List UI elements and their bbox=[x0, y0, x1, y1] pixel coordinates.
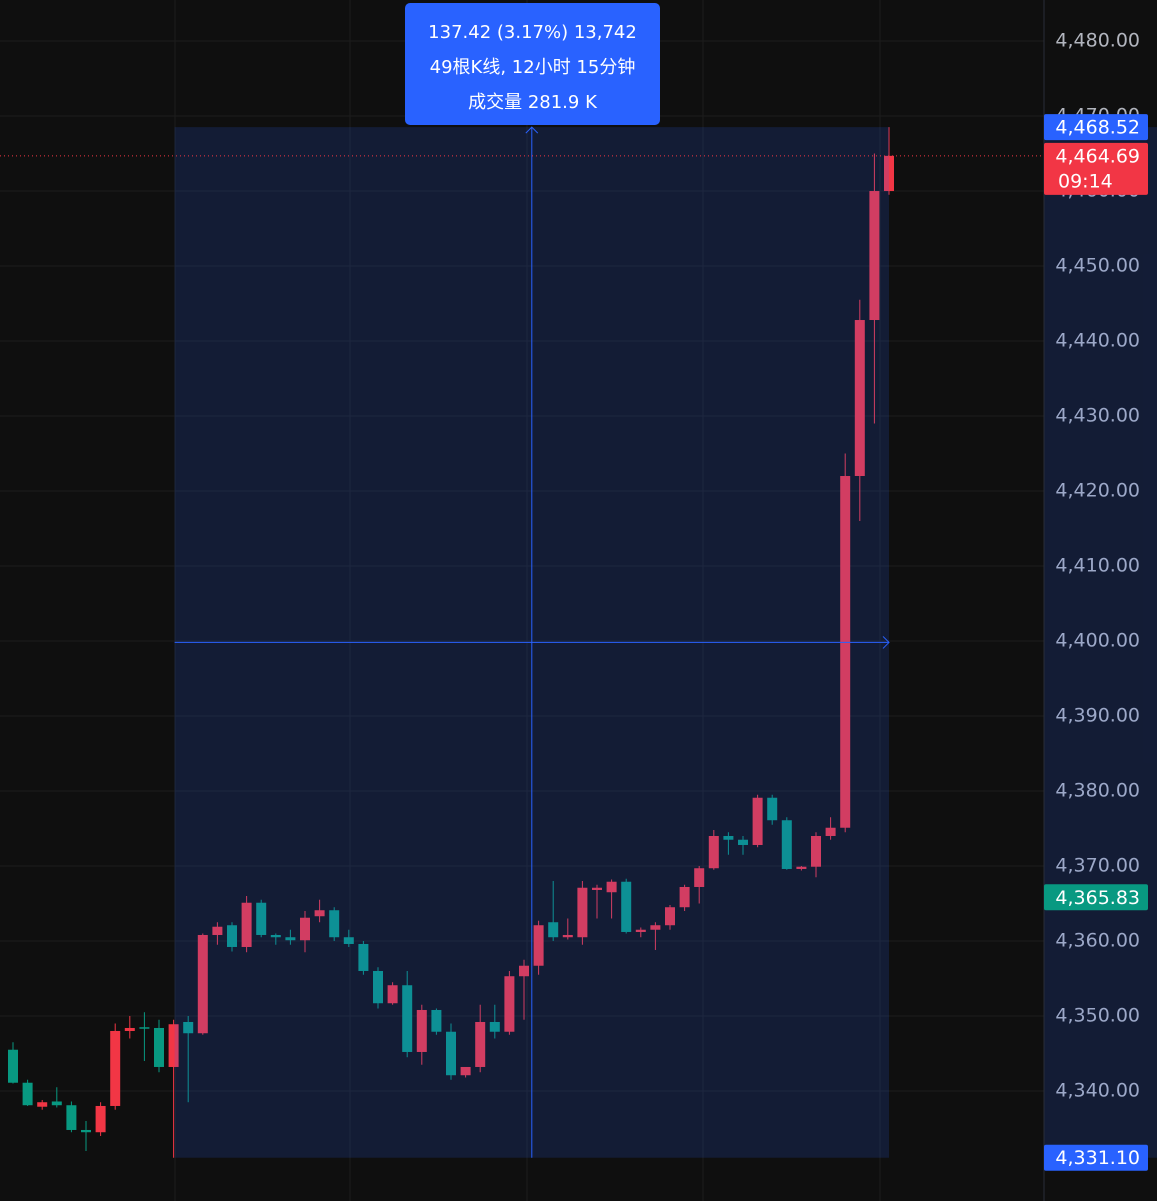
candle-body bbox=[650, 925, 661, 930]
candle-body bbox=[37, 1102, 48, 1107]
candle-body bbox=[373, 970, 383, 1004]
candle-body bbox=[431, 1009, 442, 1032]
y-tick-label: 4,340.00 bbox=[1055, 1079, 1140, 1101]
candle-body bbox=[665, 907, 675, 926]
candle-body bbox=[329, 910, 340, 938]
y-tick-label: 4,400.00 bbox=[1055, 629, 1140, 651]
candle-body bbox=[723, 835, 734, 840]
candle-body bbox=[489, 1021, 500, 1032]
candle-body bbox=[402, 985, 413, 1052]
price-badge-label: 4,468.52 bbox=[1055, 117, 1140, 139]
y-tick-label: 4,480.00 bbox=[1055, 30, 1140, 52]
y-tick-label: 4,390.00 bbox=[1055, 704, 1140, 726]
measure-tooltip: 137.42 (3.17%) 13,742 49根K线, 12小时 15分钟 成… bbox=[405, 3, 660, 125]
y-tick-label: 4,440.00 bbox=[1055, 330, 1140, 352]
candle-body bbox=[227, 925, 237, 947]
candle-body bbox=[197, 934, 208, 1034]
candle-body bbox=[124, 1027, 135, 1031]
price-badge-label: 4,331.10 bbox=[1055, 1147, 1140, 1169]
axis-range bbox=[1044, 127, 1157, 1158]
measure-line: 49根K线, 12小时 15分钟 bbox=[429, 57, 636, 78]
y-tick-label: 4,450.00 bbox=[1055, 255, 1140, 277]
candle-body bbox=[81, 1129, 91, 1133]
candle-body bbox=[139, 1027, 150, 1029]
arrow bbox=[525, 126, 539, 134]
candle-body bbox=[679, 886, 690, 908]
candle-body bbox=[300, 917, 310, 941]
candle-body bbox=[168, 1024, 179, 1067]
candle-body bbox=[504, 976, 515, 1032]
candle-body bbox=[270, 934, 281, 938]
candle-body bbox=[548, 922, 559, 938]
candle-body bbox=[519, 965, 529, 977]
candle-body bbox=[708, 835, 719, 869]
candle-body bbox=[767, 797, 778, 821]
measure-line: 137.42 (3.17%) 13,742 bbox=[428, 22, 637, 43]
candle-body bbox=[752, 797, 763, 845]
candle-body bbox=[358, 943, 369, 971]
candle-body bbox=[446, 1031, 456, 1076]
candle-body bbox=[694, 868, 705, 887]
price-badge bbox=[1044, 142, 1148, 195]
candle-body bbox=[884, 155, 894, 192]
candle-body bbox=[869, 191, 880, 321]
price-badge bbox=[1044, 884, 1148, 911]
candle-body bbox=[460, 1066, 471, 1076]
measure-line: 成交量 281.9 K bbox=[468, 92, 597, 113]
axis-panel bbox=[1044, 0, 1157, 1201]
candle-body bbox=[577, 887, 588, 938]
candle-body bbox=[241, 902, 252, 947]
y-tick-label: 4,430.00 bbox=[1055, 405, 1140, 427]
candle-body bbox=[154, 1027, 164, 1067]
candle-body bbox=[796, 866, 807, 869]
y-tick-label: 4,380.00 bbox=[1055, 779, 1140, 801]
candle-body bbox=[66, 1105, 77, 1130]
candle-body bbox=[343, 937, 354, 944]
candle-body bbox=[635, 929, 646, 932]
price-badge-label: 4,464.69 bbox=[1055, 145, 1140, 167]
price-badge bbox=[1044, 114, 1148, 141]
candle-body bbox=[840, 476, 851, 828]
candle-body bbox=[314, 910, 325, 917]
candle-body bbox=[781, 820, 792, 869]
y-tick-label: 4,420.00 bbox=[1055, 480, 1140, 502]
y-tick-label: 4,360.00 bbox=[1055, 929, 1140, 951]
candle-body bbox=[110, 1030, 121, 1106]
candle-body bbox=[811, 835, 821, 867]
candle-body bbox=[738, 839, 748, 845]
candle-body bbox=[416, 1009, 427, 1052]
candle-body bbox=[387, 985, 398, 1004]
candle-body bbox=[285, 937, 296, 941]
candle-body bbox=[22, 1082, 33, 1106]
candle-body bbox=[562, 934, 573, 938]
price-badge bbox=[1044, 1144, 1148, 1171]
countdown: 09:14 bbox=[1058, 170, 1113, 192]
y-tick-label: 4,350.00 bbox=[1055, 1004, 1140, 1026]
candle-body bbox=[854, 320, 865, 477]
candle-body bbox=[183, 1021, 194, 1034]
candle-body bbox=[212, 926, 223, 935]
candle-body bbox=[606, 881, 617, 893]
candle-body bbox=[592, 887, 602, 890]
candle-body bbox=[825, 827, 836, 836]
y-tick-label: 4,410.00 bbox=[1055, 555, 1140, 577]
price-badge-label: 4,365.83 bbox=[1055, 887, 1140, 909]
candle-body bbox=[533, 925, 544, 966]
candle-body bbox=[621, 881, 632, 932]
arrow bbox=[882, 636, 890, 649]
candle-body bbox=[95, 1105, 106, 1133]
candle-body bbox=[256, 902, 267, 935]
y-tick-label: 4,370.00 bbox=[1055, 854, 1140, 876]
candle-body bbox=[8, 1049, 18, 1083]
candle-body bbox=[475, 1021, 486, 1067]
candle-body bbox=[51, 1101, 62, 1106]
